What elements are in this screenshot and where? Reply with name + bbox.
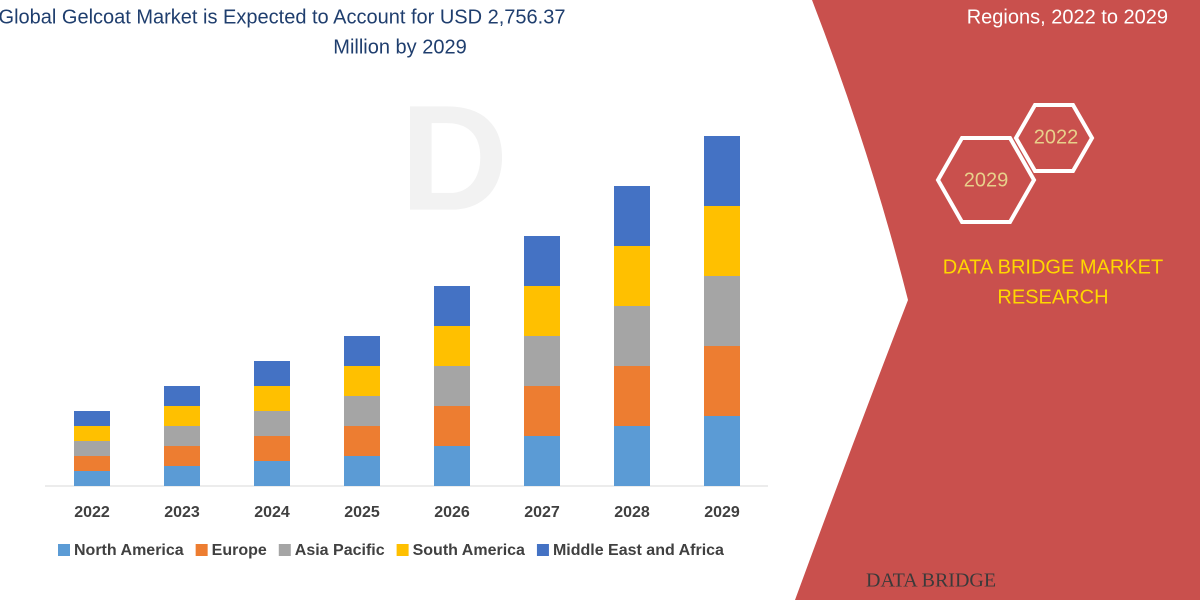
bar-segment xyxy=(524,336,560,386)
bar-segment xyxy=(704,416,740,486)
bar-segment xyxy=(74,471,110,486)
x-tick-label: 2026 xyxy=(434,504,470,521)
bar-segment xyxy=(344,336,380,366)
bar-segment xyxy=(614,426,650,486)
bar-segment xyxy=(344,426,380,456)
x-tick-label: 2025 xyxy=(344,504,380,521)
bar-segment xyxy=(614,246,650,306)
x-tick-label: 2023 xyxy=(164,504,200,521)
hexagon xyxy=(935,136,1037,224)
bar-segment xyxy=(524,386,560,436)
watermark: D xyxy=(400,74,508,242)
bar-segment xyxy=(164,406,200,426)
bar-segment xyxy=(524,436,560,486)
bar-segment xyxy=(74,411,110,426)
bar-segment xyxy=(614,366,650,426)
legend-label: Asia Pacific xyxy=(295,542,385,559)
x-tick-label: 2029 xyxy=(704,504,740,521)
bar-segment xyxy=(254,411,290,436)
bar-segment xyxy=(254,461,290,486)
x-tick-label: 2022 xyxy=(74,504,110,521)
legend-label: Middle East and Africa xyxy=(553,542,724,559)
bar-segment xyxy=(614,186,650,246)
x-tick-label: 2028 xyxy=(614,504,650,521)
brand-text: RESEARCH xyxy=(997,286,1108,308)
bar-segment xyxy=(704,276,740,346)
bar-segment xyxy=(344,456,380,486)
bar-segment xyxy=(614,306,650,366)
bar-segment xyxy=(254,361,290,386)
legend-swatch xyxy=(278,544,291,556)
bar-segment xyxy=(434,406,470,446)
bar-segment xyxy=(704,346,740,416)
bar-segment xyxy=(254,386,290,411)
bar-segment xyxy=(434,286,470,326)
bar-segment xyxy=(254,436,290,461)
side-panel xyxy=(795,0,1200,600)
bar-segment xyxy=(434,446,470,486)
legend-swatch xyxy=(195,544,208,556)
hex-label: 2022 xyxy=(1034,126,1079,148)
bar-segment xyxy=(344,396,380,426)
hex-label: 2029 xyxy=(964,169,1009,191)
bar-segment xyxy=(704,206,740,276)
legend-label: South America xyxy=(413,542,525,559)
bar-segment xyxy=(74,426,110,441)
bar-segment xyxy=(524,286,560,336)
x-tick-label: 2027 xyxy=(524,504,560,521)
panel-heading: Regions, 2022 to 2029 xyxy=(967,6,1168,28)
chart-title: Global Gelcoat Market is Expected to Acc… xyxy=(0,6,565,28)
bar-segment xyxy=(344,366,380,396)
x-tick-label: 2024 xyxy=(254,504,290,521)
bar-segment xyxy=(164,466,200,486)
bar-segment xyxy=(434,326,470,366)
bar-segment xyxy=(164,386,200,406)
chart-subtitle: Million by 2029 xyxy=(333,36,466,58)
bar-segment xyxy=(434,366,470,406)
bar-segment xyxy=(164,446,200,466)
legend-label: North America xyxy=(74,542,184,559)
bar-segment xyxy=(74,441,110,456)
legend-swatch xyxy=(396,544,409,556)
bar-segment xyxy=(164,426,200,446)
logo-text: DATA BRIDGE xyxy=(866,570,996,592)
legend-swatch xyxy=(58,544,70,556)
hexagon xyxy=(1013,103,1095,173)
brand-text: DATA BRIDGE MARKET xyxy=(943,256,1163,278)
bar-segment xyxy=(704,136,740,206)
bar-segment xyxy=(74,456,110,471)
legend-swatch xyxy=(536,544,549,556)
bar-segment xyxy=(524,236,560,286)
legend-label: Europe xyxy=(212,542,267,559)
